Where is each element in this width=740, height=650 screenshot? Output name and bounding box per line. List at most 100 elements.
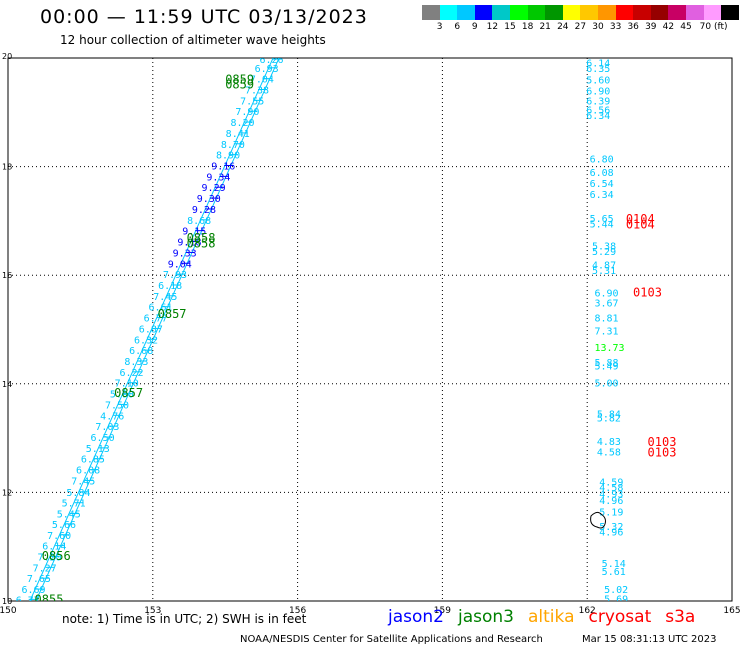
satellite-legend: jason2 jason3 altika cryosat s3a: [388, 607, 709, 627]
wave-height-label: 6.14: [586, 58, 610, 69]
wave-height-label: 8.81: [594, 314, 618, 325]
wave-height-label: 5.14: [602, 559, 626, 570]
wave-height-label: 8.33: [124, 357, 148, 368]
legend-tick-label: 12: [486, 22, 499, 32]
wave-height-label: 9.29: [202, 183, 226, 194]
wave-height-label: 4.96: [599, 496, 623, 507]
legend-swatch: [685, 5, 704, 20]
wave-height-label: 7.55: [240, 96, 264, 107]
wave-height-label: 5.61: [602, 567, 626, 578]
wave-height-label: 4.58: [597, 448, 621, 459]
wave-height-label: 4.93: [599, 489, 623, 500]
wave-height-label: 9.34: [206, 172, 230, 183]
legend-swatch: [422, 5, 440, 20]
wave-height-label: 6.34: [590, 190, 614, 201]
wave-height-label: 6.90: [594, 289, 618, 300]
wave-height-label: 5.02: [604, 585, 628, 596]
y-tick-label: 12: [2, 488, 12, 497]
wave-height-label: 8.90: [216, 151, 240, 162]
wave-height-label: 5.69: [604, 594, 628, 605]
wave-height-label: 13.73: [594, 343, 624, 354]
wave-height-label: 7.27: [33, 563, 57, 574]
legend-tick-label: 27: [574, 22, 587, 32]
footnote: note: 1) Time is in UTC; 2) SWH is in fe…: [62, 612, 307, 626]
timestamp-text: Mar 15 08:31:13 UTC 2023: [582, 634, 717, 645]
wave-height-label: 7.31: [594, 327, 618, 338]
legend-swatch: [562, 5, 581, 20]
satellite-jason2: jason2: [388, 607, 444, 627]
wave-height-label: 6.80: [590, 154, 614, 165]
legend-tick-label: 3: [436, 22, 443, 32]
legend-swatch: [580, 5, 598, 20]
wave-height-label: 6.68: [129, 346, 153, 357]
x-tick-label: 150: [0, 606, 17, 616]
wave-height-label: 9.15: [182, 227, 206, 238]
wave-height-label: 5.84: [597, 410, 621, 421]
island-outline: [590, 511, 606, 529]
legend-swatch: [439, 5, 458, 20]
wave-height-label: 5.31: [592, 266, 616, 277]
legend-swatch: [509, 5, 528, 20]
pass-time-label: 0104: [626, 212, 655, 226]
wave-height-label: 4.87: [592, 260, 616, 271]
color-scale-legend: [422, 5, 739, 20]
wave-height-label: 9.28: [192, 205, 216, 216]
legend-tick-label: 18: [521, 22, 534, 32]
legend-swatch: [668, 5, 686, 20]
y-tick-label: 18: [2, 163, 12, 172]
wave-height-label: 5.29: [592, 247, 616, 258]
wave-height-label: 9.30: [197, 194, 221, 205]
legend-swatch: [457, 5, 475, 20]
wave-height-label: 5.13: [86, 444, 110, 455]
wave-height-label: 6.32: [134, 335, 158, 346]
wave-height-label: 7.60: [47, 531, 71, 542]
plot-area: 6.776.697.657.277.206.147.605.665.455.71…: [16, 55, 676, 605]
pass-time-label: 0857: [114, 386, 143, 400]
wave-height-label: 7.04: [250, 75, 274, 86]
wave-height-label: 6.26: [259, 55, 283, 66]
legend-tick-label: 21: [539, 22, 551, 32]
legend-tick-label: 15: [504, 22, 516, 32]
satellite-altika: altika: [528, 607, 575, 627]
wave-height-label: 5.65: [590, 214, 614, 225]
wave-height-label: 7.20: [37, 552, 61, 563]
wave-height-label: 8.70: [221, 140, 245, 151]
x-tick-label: 162: [579, 606, 596, 616]
wave-height-label: 6.18: [158, 281, 182, 292]
wave-height-label: 7.03: [95, 422, 119, 433]
wave-height-label: 5.38: [592, 241, 616, 252]
wave-height-label: 3.67: [594, 298, 618, 309]
wave-height-label: 6.93: [255, 64, 279, 75]
wave-height-label: 5.49: [594, 361, 618, 372]
wave-height-label: 9.04: [168, 259, 192, 270]
legend-swatch: [615, 5, 634, 20]
wave-height-label: 9.18: [177, 238, 201, 249]
legend-tick-label: 6: [454, 22, 461, 32]
wave-height-label: 7.10: [115, 379, 139, 390]
wave-height-label: 4.83: [597, 437, 621, 448]
wave-height-label: 5.00: [594, 379, 618, 390]
pass-time-label: 0103: [633, 285, 662, 299]
wave-height-label: 7.38: [245, 85, 269, 96]
credit-text: NOAA/NESDIS Center for Satellite Applica…: [240, 634, 543, 645]
wave-height-label: 6.77: [144, 314, 168, 325]
pass-time-label: 0104: [626, 218, 655, 232]
wave-height-label: 5.66: [52, 520, 76, 531]
legend-tick-label: 36: [627, 22, 639, 32]
legend-tick-label: 33: [609, 22, 622, 32]
wave-height-label: 5.82: [597, 413, 621, 424]
satellite-cryosat: cryosat: [588, 607, 652, 627]
chart-title: 00:00 — 11:59 UTC 03/13/2023: [40, 6, 368, 28]
legend-tick-label: 70 (ft): [699, 22, 728, 32]
legend-swatch: [474, 5, 493, 20]
y-tick-label: 16: [2, 271, 12, 280]
legend-swatch: [703, 5, 722, 20]
wave-height-label: 5.32: [599, 522, 623, 533]
chart-subtitle: 12 hour collection of altimeter wave hei…: [60, 33, 326, 47]
legend-swatch: [545, 5, 563, 20]
legend-swatch: [650, 5, 669, 20]
legend-tick-label: 45: [680, 22, 692, 32]
ground-track-line: [35, 58, 280, 601]
y-tick-label: 14: [2, 380, 12, 389]
